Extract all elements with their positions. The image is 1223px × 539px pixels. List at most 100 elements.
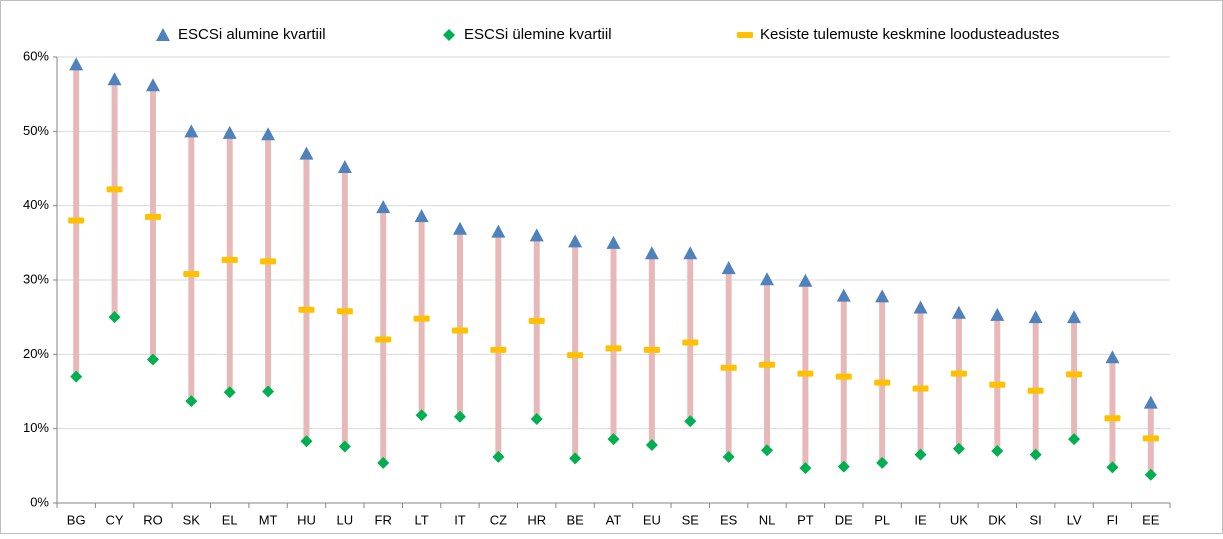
diamond-marker: [991, 444, 1004, 457]
dash-marker: [737, 32, 753, 38]
x-tick-label: IT: [454, 512, 466, 527]
diamond-marker: [300, 435, 313, 448]
dash-marker: [260, 258, 277, 265]
triangle-marker: [222, 125, 237, 139]
x-tick-label: FI: [1107, 512, 1119, 527]
x-tick-label: LU: [337, 512, 354, 527]
dash-marker: [528, 317, 545, 324]
legend-label: Kesiste tulemuste keskmine loodusteadust…: [760, 26, 1059, 43]
x-tick-label: HU: [297, 512, 316, 527]
diamond-marker: [607, 433, 620, 446]
triangle-marker: [913, 300, 928, 314]
diamond-marker: [146, 353, 159, 366]
triangle-marker: [299, 146, 314, 160]
y-tick-label: 0%: [30, 494, 49, 509]
triangle-marker: [606, 235, 621, 249]
diamond-marker: [722, 450, 735, 463]
dash-marker: [950, 370, 967, 377]
triangle-marker: [568, 234, 583, 248]
triangle-marker: [990, 307, 1005, 321]
x-tick-label: SI: [1030, 512, 1042, 527]
dash-marker: [912, 385, 929, 392]
x-tick-label: SK: [183, 512, 201, 527]
x-tick-label: HR: [527, 512, 546, 527]
legend-label: ESCSi ülemine kvartiil: [464, 26, 612, 43]
y-tick-label: 60%: [23, 48, 49, 63]
x-tick-label: PT: [797, 512, 814, 527]
diamond-marker: [377, 456, 390, 469]
triangle-marker: [760, 272, 775, 286]
x-tick-label: DK: [988, 512, 1006, 527]
x-tick-label: IE: [914, 512, 927, 527]
diamond-marker: [645, 439, 658, 452]
y-tick-label: 10%: [23, 420, 49, 435]
dash-marker: [835, 373, 852, 380]
dash-marker: [682, 339, 699, 346]
diamond-marker: [761, 444, 774, 457]
dash-marker: [144, 213, 161, 220]
dash-marker: [874, 379, 891, 386]
y-tick-label: 20%: [23, 346, 49, 361]
x-tick-label: BG: [67, 512, 86, 527]
dash-marker: [1027, 387, 1044, 394]
triangle-marker: [875, 289, 890, 303]
x-tick-label: EL: [222, 512, 238, 527]
diamond-marker: [569, 452, 582, 465]
dash-marker: [183, 271, 200, 278]
diamond-marker: [453, 410, 466, 423]
triangle-marker: [683, 246, 698, 260]
dash-marker: [605, 345, 622, 352]
diamond-marker: [837, 460, 850, 473]
triangle-marker: [1105, 350, 1120, 364]
diamond-marker: [492, 450, 505, 463]
dash-marker: [490, 346, 507, 353]
x-tick-label: FR: [375, 512, 392, 527]
triangle-marker: [644, 246, 659, 260]
dash-marker: [451, 327, 468, 334]
diamond-marker: [914, 448, 927, 461]
dash-marker: [375, 336, 392, 343]
dash-marker: [221, 256, 238, 263]
x-tick-label: AT: [606, 512, 622, 527]
triangle-marker: [376, 200, 391, 214]
x-tick-label: MT: [259, 512, 278, 527]
diamond-marker: [876, 456, 889, 469]
triangle-marker: [1143, 395, 1158, 409]
diamond-marker: [1068, 433, 1081, 446]
triangle-marker: [1028, 310, 1043, 324]
x-tick-label: NL: [759, 512, 776, 527]
diamond-marker: [223, 386, 236, 399]
diamond-marker: [338, 440, 351, 453]
triangle-marker: [721, 261, 736, 275]
dash-marker: [759, 361, 776, 368]
triangle-marker: [491, 224, 506, 238]
dash-marker: [413, 315, 430, 322]
dash-marker: [298, 306, 315, 313]
triangle-marker: [414, 209, 429, 223]
triangle-marker: [337, 160, 352, 174]
dash-marker: [336, 308, 353, 315]
dash-marker: [797, 370, 814, 377]
y-tick-label: 50%: [23, 123, 49, 138]
dash-marker: [68, 217, 85, 224]
x-tick-label: PL: [874, 512, 890, 527]
triangle-marker: [529, 228, 544, 242]
y-tick-label: 40%: [23, 197, 49, 212]
triangle-marker: [145, 78, 160, 92]
diamond-marker: [262, 385, 275, 398]
x-tick-label: ES: [720, 512, 738, 527]
triangle-marker: [452, 221, 467, 235]
dash-marker: [1066, 371, 1083, 378]
diamond-marker: [684, 415, 697, 428]
dash-marker: [1142, 435, 1159, 442]
legend-label: ESCSi alumine kvartiil: [178, 26, 326, 43]
dash-marker: [720, 364, 737, 371]
x-tick-label: DE: [835, 512, 853, 527]
dash-marker: [106, 186, 123, 193]
dash-marker: [567, 352, 584, 359]
dash-marker: [1104, 415, 1121, 422]
triangle-marker: [1067, 310, 1082, 324]
triangle-marker: [107, 72, 122, 86]
x-tick-label: LV: [1067, 512, 1082, 527]
triangle-marker: [798, 273, 813, 287]
